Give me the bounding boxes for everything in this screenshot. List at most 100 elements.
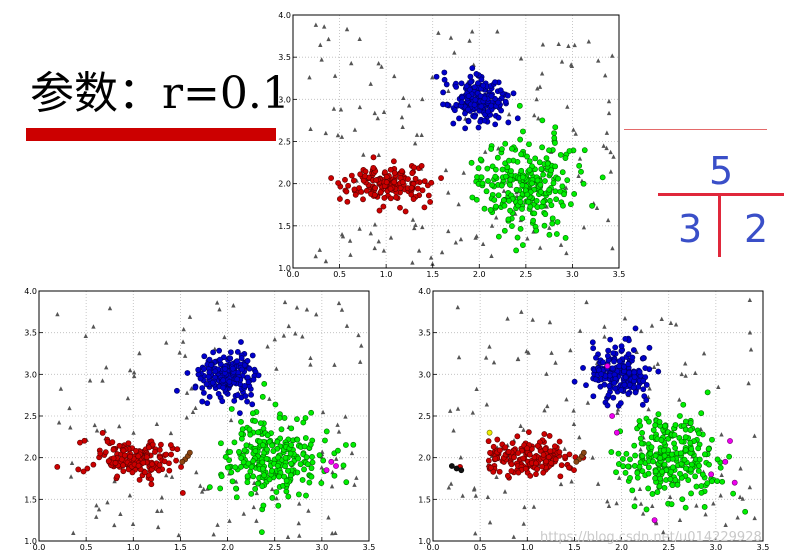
cluster-point xyxy=(146,444,152,451)
cluster-point xyxy=(282,454,289,461)
noise-point xyxy=(719,472,724,478)
noise-point xyxy=(187,314,193,319)
noise-point xyxy=(428,255,434,260)
cluster-point xyxy=(627,475,633,481)
cluster-point xyxy=(494,436,501,443)
cluster-point xyxy=(343,479,350,486)
cluster-point xyxy=(228,469,235,476)
y-tick-label: 3.0 xyxy=(24,370,37,379)
cluster-point xyxy=(578,168,584,175)
cluster-point xyxy=(646,344,653,351)
noise-point xyxy=(470,410,476,415)
cluster-point xyxy=(618,387,625,393)
small-cluster-point xyxy=(448,463,455,469)
cluster-point xyxy=(605,347,612,354)
cluster-point xyxy=(668,501,675,508)
noise-point xyxy=(604,145,609,151)
noise-point xyxy=(105,500,110,505)
cluster-point xyxy=(328,175,335,181)
noise-point xyxy=(735,515,740,520)
noise-point xyxy=(194,469,199,475)
cluster-point xyxy=(548,167,555,174)
cluster-point xyxy=(217,485,224,492)
cluster-point xyxy=(540,199,547,205)
cluster-point xyxy=(553,196,560,203)
cluster-point xyxy=(487,449,493,456)
cluster-point xyxy=(306,479,313,486)
y-tick-label: 1.0 xyxy=(418,537,431,546)
cluster-point xyxy=(687,466,694,473)
cluster-point xyxy=(288,425,295,432)
cluster-point xyxy=(590,345,597,352)
cluster-point xyxy=(372,185,379,191)
x-tick-label: 3.0 xyxy=(709,543,722,552)
cluster-point xyxy=(285,493,292,500)
cluster-point xyxy=(625,351,632,358)
x-tick-label: 3.0 xyxy=(315,543,328,552)
cluster-point xyxy=(626,369,633,376)
cluster-point xyxy=(377,189,384,196)
cluster-point xyxy=(478,76,485,83)
noise-point xyxy=(272,336,277,342)
cluster-point xyxy=(264,446,270,453)
noise-point xyxy=(617,475,622,480)
x-tick-label: 2.0 xyxy=(221,543,234,552)
cluster-point xyxy=(479,180,486,187)
cluster-point xyxy=(302,435,309,441)
cluster-point xyxy=(252,448,259,454)
cluster-point xyxy=(489,182,495,188)
noise-point xyxy=(556,41,561,47)
small-cluster-point xyxy=(323,467,330,474)
cluster-point xyxy=(238,463,244,470)
cluster-point xyxy=(216,347,223,354)
small-cluster-point xyxy=(580,449,587,456)
cluster-point xyxy=(519,182,526,189)
cluster-point xyxy=(120,462,126,469)
cluster-point xyxy=(629,487,636,494)
noise-point xyxy=(335,132,341,138)
cluster-point xyxy=(480,82,487,89)
cluster-point xyxy=(631,503,638,510)
noise-point xyxy=(638,328,644,334)
noise-point xyxy=(494,215,499,220)
noise-point xyxy=(330,530,335,536)
cluster-point xyxy=(345,182,351,189)
noise-point xyxy=(388,235,394,240)
cluster-point xyxy=(222,454,229,460)
cluster-point xyxy=(632,389,639,396)
noise-point xyxy=(323,258,329,264)
noise-point xyxy=(419,132,424,138)
noise-point xyxy=(584,299,589,305)
cluster-point xyxy=(488,93,495,99)
cluster-point xyxy=(487,207,494,213)
noise-point xyxy=(472,485,477,491)
noise-point xyxy=(376,238,381,244)
noise-point xyxy=(265,344,270,349)
noise-point xyxy=(344,323,350,328)
noise-point xyxy=(694,503,699,508)
cluster-point xyxy=(166,467,173,474)
y-tick-label: 2.5 xyxy=(24,412,37,421)
small-cluster-point xyxy=(186,449,193,456)
cluster-point xyxy=(610,350,617,357)
cluster-point xyxy=(534,442,541,449)
red-underline xyxy=(26,128,276,141)
cluster-point xyxy=(682,504,689,511)
noise-point xyxy=(349,60,354,66)
noise-point xyxy=(381,248,387,253)
noise-point xyxy=(614,500,619,506)
noise-point xyxy=(71,530,76,535)
cluster-point xyxy=(387,185,394,192)
y-tick-label: 1.0 xyxy=(278,264,291,273)
noise-point xyxy=(487,519,493,525)
noise-point xyxy=(677,517,683,523)
cluster-point xyxy=(671,432,678,438)
tree-right-number: 2 xyxy=(744,207,769,251)
cluster-point xyxy=(304,461,311,468)
cluster-point xyxy=(526,167,533,173)
cluster-point xyxy=(515,450,522,456)
cluster-point xyxy=(405,176,411,182)
cluster-point xyxy=(616,363,622,369)
cluster-point xyxy=(571,467,577,474)
noise-point xyxy=(547,319,553,325)
